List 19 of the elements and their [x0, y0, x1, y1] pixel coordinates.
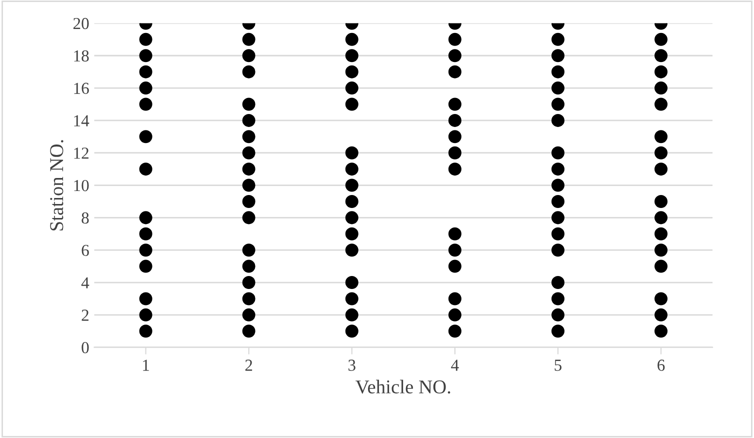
y-tick-label: 6: [82, 244, 89, 256]
x-tick-label: 4: [451, 360, 459, 371]
x-tick-label: 6: [658, 360, 665, 371]
x-tick-label: 1: [143, 360, 149, 371]
y-axis-title: Station NO.: [50, 140, 64, 230]
y-tick-label: 16: [74, 82, 89, 94]
y-tick-label: 18: [74, 50, 89, 62]
x-tick-label: 3: [348, 360, 356, 371]
y-tick-label: 10: [74, 180, 89, 192]
y-tick-label: 0: [82, 342, 89, 354]
x-axis-title: Vehicle NO.: [356, 380, 450, 394]
x-tick-label: 2: [245, 360, 252, 371]
y-tick-label: 2: [82, 310, 88, 321]
y-tick-label: 20: [73, 18, 89, 30]
y-tick-label: 4: [81, 277, 90, 288]
x-tick-label: 5: [554, 360, 562, 371]
y-tick-label: 8: [82, 212, 89, 224]
y-tick-label: 12: [74, 148, 88, 159]
y-tick-label: 14: [74, 115, 90, 126]
